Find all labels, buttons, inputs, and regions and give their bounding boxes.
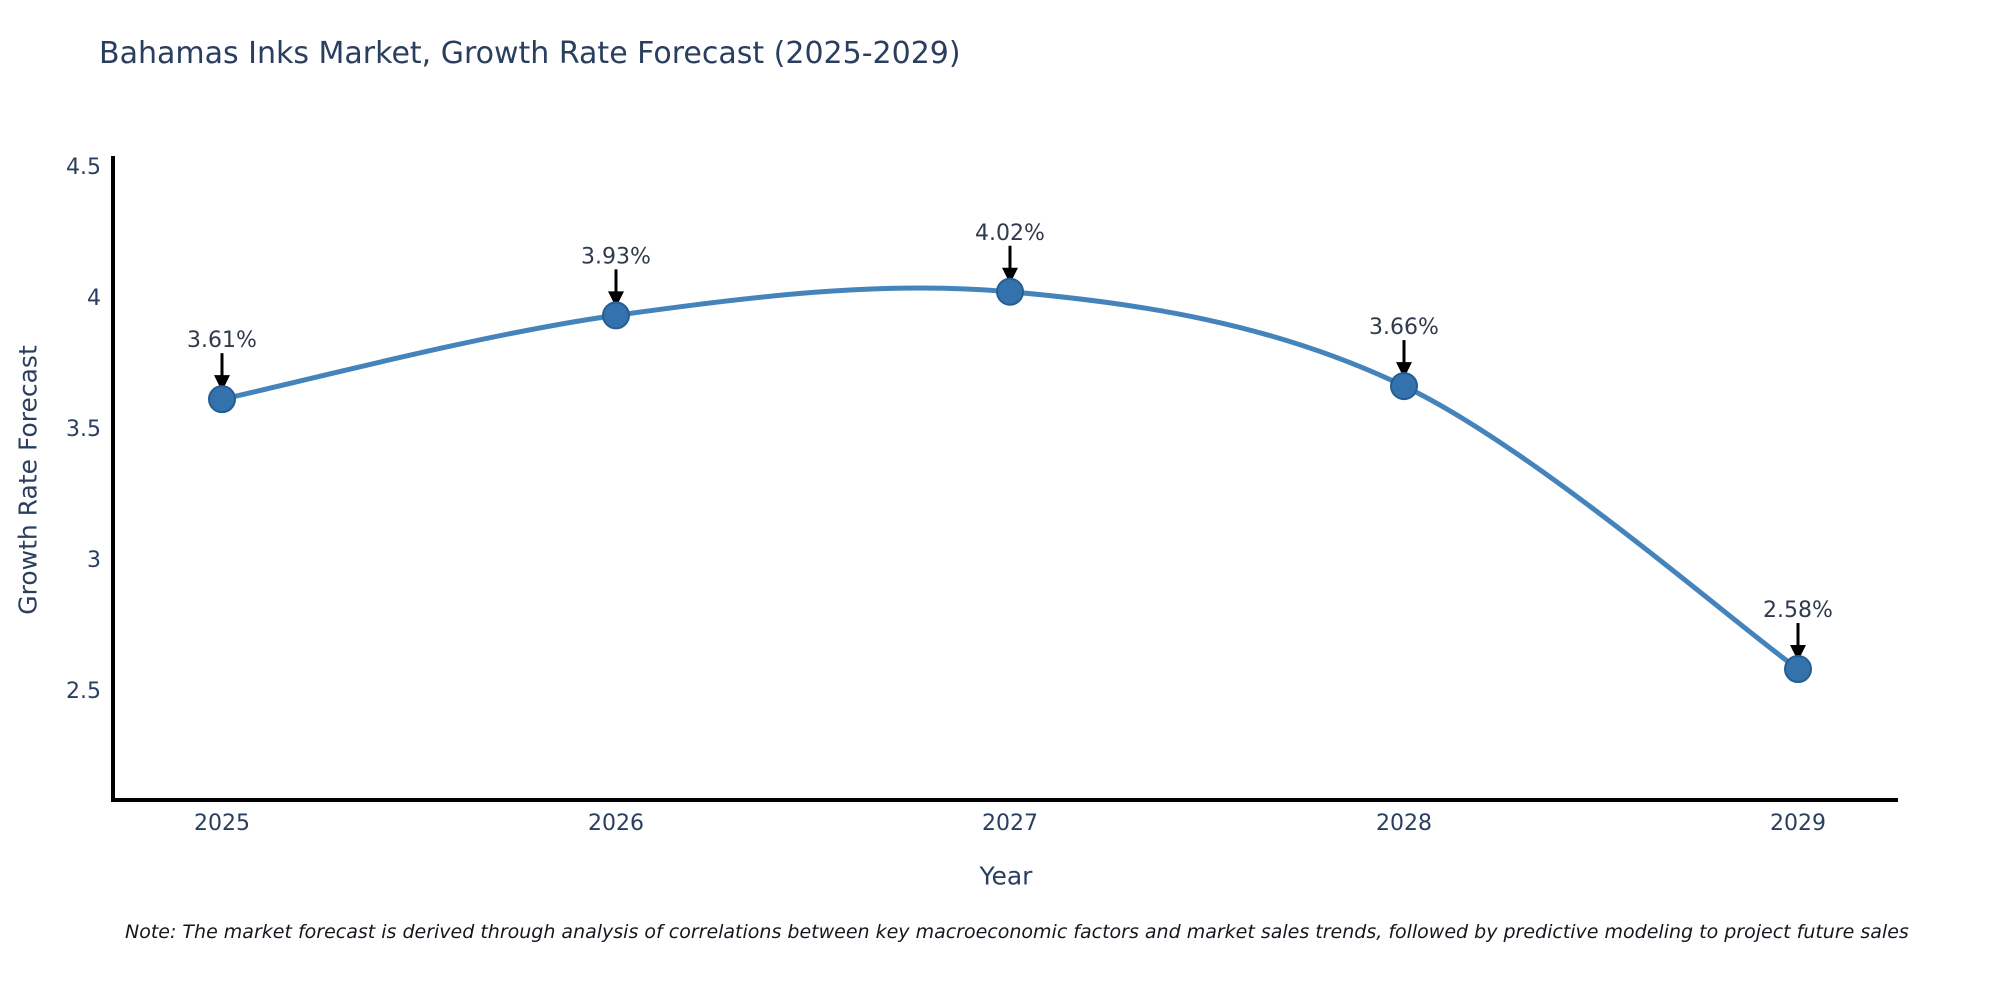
x-tick-label: 2028 xyxy=(1376,811,1432,836)
x-tick-label: 2026 xyxy=(588,811,644,836)
data-point-marker xyxy=(602,301,630,330)
y-tick-label: 3 xyxy=(87,548,101,573)
data-point-marker xyxy=(1784,655,1812,684)
annotation-arrowhead xyxy=(608,291,624,308)
chart-title: Bahamas Inks Market, Growth Rate Forecas… xyxy=(99,36,961,71)
y-tick-label: 4.5 xyxy=(66,155,101,180)
x-tick-label: 2025 xyxy=(194,811,250,836)
annotation-arrowhead xyxy=(1790,645,1806,662)
x-tick-label: 2029 xyxy=(1770,811,1826,836)
data-point-marker xyxy=(208,385,236,414)
data-point-marker xyxy=(996,277,1024,306)
x-tick-label: 2027 xyxy=(982,811,1038,836)
footnote: Note: The market forecast is derived thr… xyxy=(125,921,1909,943)
data-point-label: 3.93% xyxy=(581,244,651,269)
x-axis-title: Year xyxy=(979,861,1033,891)
y-tick-label: 4 xyxy=(87,286,101,311)
data-point-label: 2.58% xyxy=(1763,598,1833,623)
annotation-arrowhead xyxy=(1002,267,1018,284)
trend-line xyxy=(219,285,1801,672)
y-tick-label: 3.5 xyxy=(66,417,101,442)
annotation-arrowhead xyxy=(1396,362,1412,379)
data-point-marker xyxy=(1390,372,1418,401)
data-point-label: 3.66% xyxy=(1369,315,1439,340)
data-point-label: 3.61% xyxy=(187,328,257,353)
data-point-label: 4.02% xyxy=(975,221,1045,246)
y-tick-label: 2.5 xyxy=(66,679,101,704)
annotation-arrowhead xyxy=(214,375,230,392)
